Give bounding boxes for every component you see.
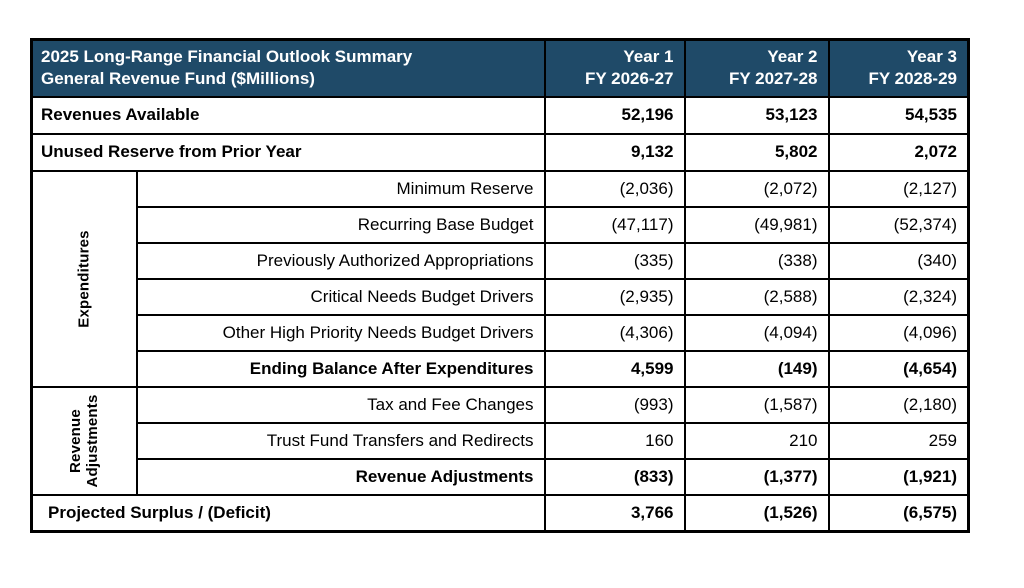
year1-label: Year 1 <box>623 46 674 66</box>
row-label: Revenue Adjustments <box>135 457 546 496</box>
row-label: Trust Fund Transfers and Redirects <box>135 421 546 460</box>
value-cell: (4,094) <box>683 313 830 352</box>
table-row-trust-fund-transfers: Trust Fund Transfers and Redirects 160 2… <box>32 421 970 460</box>
value-cell: (833) <box>543 457 686 496</box>
value-cell: (2,180) <box>827 385 970 424</box>
table-title-cell: 2025 Long-Range Financial Outlook Summar… <box>30 38 546 98</box>
row-label: Recurring Base Budget <box>135 205 546 244</box>
value-cell: (2,072) <box>683 169 830 208</box>
value-cell: 259 <box>827 421 970 460</box>
value-cell: (335) <box>543 241 686 280</box>
group-label-revenue-adjustments: Revenue Adjustments <box>67 394 102 487</box>
group-label-line1: Revenue <box>67 408 84 473</box>
value-cell: (4,096) <box>827 313 970 352</box>
value-cell: (2,935) <box>543 277 686 316</box>
value-cell: (1,526) <box>683 493 830 533</box>
value-cell: (4,306) <box>543 313 686 352</box>
row-label: Tax and Fee Changes <box>135 385 546 424</box>
value-cell: (338) <box>683 241 830 280</box>
table-title-line1: 2025 Long-Range Financial Outlook Summar… <box>41 46 413 66</box>
value-cell: 53,123 <box>683 95 830 135</box>
table-title-line2: General Revenue Fund ($Millions) <box>41 69 315 89</box>
value-cell: 9,132 <box>543 132 686 172</box>
group-label-expenditures: Expenditures <box>75 229 93 328</box>
row-label: Unused Reserve from Prior Year <box>30 132 546 172</box>
row-label: Projected Surplus / (Deficit) <box>30 493 546 533</box>
value-cell: (4,654) <box>827 349 970 388</box>
value-cell: (1,377) <box>683 457 830 496</box>
table-row-minimum-reserve: Expenditures Minimum Reserve (2,036) (2,… <box>30 169 970 388</box>
table-row-unused-reserve: Unused Reserve from Prior Year 9,132 5,8… <box>30 132 970 172</box>
column-header-year2: Year 2 FY 2027-28 <box>683 38 830 98</box>
table-row-prev-authorized-appropriations: Previously Authorized Appropriations (33… <box>32 241 970 280</box>
value-cell: (2,324) <box>827 277 970 316</box>
row-label: Revenues Available <box>30 95 546 135</box>
row-label: Critical Needs Budget Drivers <box>135 277 546 316</box>
value-cell: (49,981) <box>683 205 830 244</box>
row-label: Previously Authorized Appropriations <box>135 241 546 280</box>
value-cell: 4,599 <box>543 349 686 388</box>
value-cell: (993) <box>543 385 686 424</box>
value-cell: (47,117) <box>543 205 686 244</box>
financial-outlook-table: 2025 Long-Range Financial Outlook Summar… <box>30 38 970 533</box>
year1-fy-label: FY 2026-27 <box>584 69 674 89</box>
value-cell: (1,587) <box>683 385 830 424</box>
value-cell: 210 <box>683 421 830 460</box>
row-label: Other High Priority Needs Budget Drivers <box>135 313 546 352</box>
table-row-revenues-available: Revenues Available 52,196 53,123 54,535 <box>30 95 970 135</box>
table-row-other-high-priority-drivers: Other High Priority Needs Budget Drivers… <box>32 313 970 352</box>
year2-fy-label: FY 2027-28 <box>728 69 818 89</box>
value-cell: 2,072 <box>827 132 970 172</box>
year3-fy-label: FY 2028-29 <box>868 69 957 89</box>
value-cell: 160 <box>543 421 686 460</box>
value-cell: 3,766 <box>543 493 686 533</box>
year3-label: Year 3 <box>906 46 957 66</box>
value-cell: (149) <box>683 349 830 388</box>
value-cell: (2,588) <box>683 277 830 316</box>
row-label: Ending Balance After Expenditures <box>135 349 546 388</box>
year2-label: Year 2 <box>767 46 818 66</box>
table-row-recurring-base-budget: Recurring Base Budget (47,117) (49,981) … <box>32 205 970 244</box>
value-cell: (6,575) <box>827 493 970 533</box>
table-header-row: 2025 Long-Range Financial Outlook Summar… <box>30 38 970 98</box>
value-cell: (340) <box>827 241 970 280</box>
table-row-revenue-adjustments-total: Revenue Adjustments (833) (1,377) (1,921… <box>32 457 970 496</box>
group-label-revenue-adjustments-cell: Revenue Adjustments <box>30 385 138 496</box>
value-cell: (2,036) <box>543 169 686 208</box>
group-label-expenditures-cell: Expenditures <box>30 169 138 388</box>
value-cell: (2,127) <box>827 169 970 208</box>
table-row-critical-needs-drivers: Critical Needs Budget Drivers (2,935) (2… <box>32 277 970 316</box>
value-cell: (1,921) <box>827 457 970 496</box>
column-header-year3: Year 3 FY 2028-29 <box>827 38 970 98</box>
table-row-projected-surplus-deficit: Projected Surplus / (Deficit) 3,766 (1,5… <box>30 493 970 533</box>
value-cell: 54,535 <box>827 95 970 135</box>
value-cell: (52,374) <box>827 205 970 244</box>
row-label: Minimum Reserve <box>135 169 546 208</box>
column-header-year1: Year 1 FY 2026-27 <box>543 38 686 98</box>
group-label-line2: Adjustments <box>84 393 102 488</box>
value-cell: 5,802 <box>683 132 830 172</box>
value-cell: 52,196 <box>543 95 686 135</box>
table-row-ending-balance: Ending Balance After Expenditures 4,599 … <box>32 349 970 388</box>
table-row-tax-fee-changes: Revenue Adjustments Tax and Fee Changes … <box>30 385 970 496</box>
